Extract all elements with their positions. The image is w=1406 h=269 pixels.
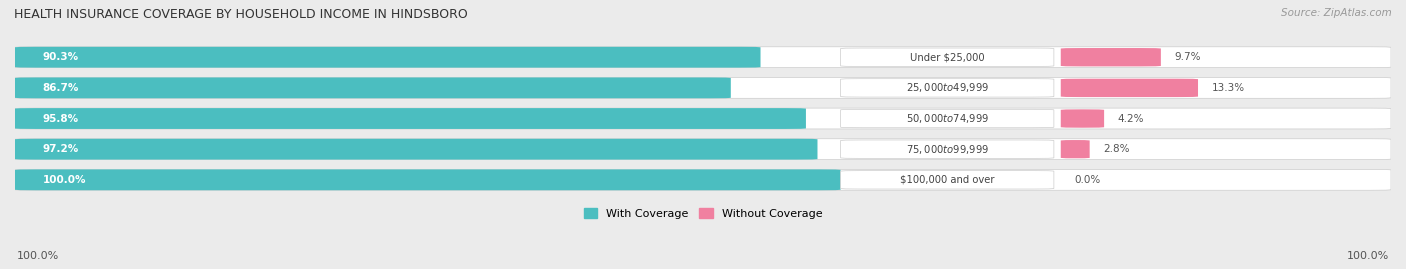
FancyBboxPatch shape bbox=[15, 108, 1391, 129]
FancyBboxPatch shape bbox=[15, 47, 761, 68]
FancyBboxPatch shape bbox=[1060, 48, 1161, 66]
Legend: With Coverage, Without Coverage: With Coverage, Without Coverage bbox=[579, 204, 827, 223]
FancyBboxPatch shape bbox=[15, 139, 817, 160]
Text: Under $25,000: Under $25,000 bbox=[910, 52, 984, 62]
FancyBboxPatch shape bbox=[15, 108, 806, 129]
Text: 100.0%: 100.0% bbox=[42, 175, 86, 185]
FancyBboxPatch shape bbox=[15, 77, 731, 98]
FancyBboxPatch shape bbox=[15, 77, 1391, 98]
Text: 4.2%: 4.2% bbox=[1118, 114, 1144, 123]
FancyBboxPatch shape bbox=[841, 109, 1054, 128]
FancyBboxPatch shape bbox=[15, 139, 1391, 160]
Text: 2.8%: 2.8% bbox=[1104, 144, 1130, 154]
FancyBboxPatch shape bbox=[841, 171, 1054, 189]
FancyBboxPatch shape bbox=[841, 140, 1054, 158]
Text: 13.3%: 13.3% bbox=[1212, 83, 1244, 93]
Text: 0.0%: 0.0% bbox=[1074, 175, 1101, 185]
Text: $75,000 to $99,999: $75,000 to $99,999 bbox=[905, 143, 988, 156]
Text: HEALTH INSURANCE COVERAGE BY HOUSEHOLD INCOME IN HINDSBORO: HEALTH INSURANCE COVERAGE BY HOUSEHOLD I… bbox=[14, 8, 468, 21]
FancyBboxPatch shape bbox=[841, 79, 1054, 97]
FancyBboxPatch shape bbox=[1060, 140, 1090, 158]
FancyBboxPatch shape bbox=[15, 169, 1391, 190]
Text: 9.7%: 9.7% bbox=[1174, 52, 1201, 62]
Text: 97.2%: 97.2% bbox=[42, 144, 79, 154]
FancyBboxPatch shape bbox=[1060, 109, 1104, 128]
FancyBboxPatch shape bbox=[15, 169, 841, 190]
Text: $100,000 and over: $100,000 and over bbox=[900, 175, 994, 185]
Text: $25,000 to $49,999: $25,000 to $49,999 bbox=[905, 82, 988, 94]
Text: Source: ZipAtlas.com: Source: ZipAtlas.com bbox=[1281, 8, 1392, 18]
FancyBboxPatch shape bbox=[841, 48, 1054, 66]
FancyBboxPatch shape bbox=[1060, 79, 1198, 97]
Text: 86.7%: 86.7% bbox=[42, 83, 79, 93]
Text: 100.0%: 100.0% bbox=[1347, 251, 1389, 261]
Text: 95.8%: 95.8% bbox=[42, 114, 79, 123]
Text: 100.0%: 100.0% bbox=[17, 251, 59, 261]
FancyBboxPatch shape bbox=[15, 47, 1391, 68]
Text: $50,000 to $74,999: $50,000 to $74,999 bbox=[905, 112, 988, 125]
Text: 90.3%: 90.3% bbox=[42, 52, 79, 62]
